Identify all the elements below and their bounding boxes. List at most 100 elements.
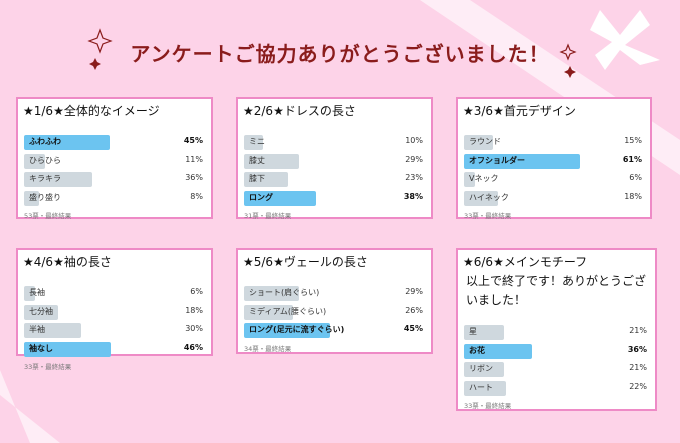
poll-footer: 53票・最終結果: [24, 212, 72, 220]
poll-option: ロング(足元に流すぐらい) 45%: [244, 323, 425, 338]
poll-option: 長袖 6%: [24, 286, 205, 301]
bar: [244, 135, 263, 150]
bar: [464, 153, 580, 169]
poll-footer: 31票・最終結果: [244, 212, 292, 220]
poll-option: Vネック 6%: [464, 172, 644, 187]
option-label: 盛り盛り: [29, 192, 61, 202]
bar: [464, 362, 504, 377]
option-label: ハイネック: [469, 192, 509, 202]
poll-card: ★6/6★メインモチーフ 以上で終了です！ありがとうございました！ 星 21% お花 36…: [456, 248, 657, 411]
bar: [244, 323, 330, 338]
value-label: 15%: [624, 136, 642, 145]
value-label: 10%: [405, 136, 423, 145]
value-label: 18%: [185, 305, 203, 315]
option-label: リボン: [469, 364, 493, 373]
poll-title: ★4/6★袖の長さ: [23, 255, 112, 269]
poll-option: ハイネック 18%: [464, 190, 644, 206]
bar: [24, 304, 59, 320]
value-label: 6%: [629, 173, 642, 182]
bar: [24, 172, 93, 187]
poll-title: ★1/6★全体的なイメージ: [23, 104, 160, 118]
value-label: 30%: [185, 324, 203, 333]
poll-footer: 33票・最終結果: [464, 212, 512, 220]
value-label: 45%: [183, 136, 203, 145]
poll-option: ミディアム(腰ぐらい) 26%: [244, 304, 425, 320]
poll-card: ★5/6★ヴェールの長さショート(肩ぐらい) 29% ミディアム(腰ぐらい) 26% ロ…: [236, 248, 433, 354]
poll-option: ひらひら 11%: [24, 153, 205, 169]
bar: [464, 325, 504, 340]
bar: [244, 286, 300, 301]
value-label: 61%: [622, 154, 642, 164]
bar: [464, 190, 499, 206]
poll-option: 袖なし 46%: [24, 341, 205, 357]
value-label: 21%: [629, 363, 647, 372]
poll-option: 膝丈 29%: [244, 153, 425, 169]
poll-option: オフショルダー 61%: [464, 153, 644, 169]
option-label: ひらひら: [29, 155, 61, 165]
option-label: ミディアム(腰ぐらい): [249, 306, 327, 316]
poll-option: 膝下 23%: [244, 172, 425, 187]
poll-title: ★3/6★首元デザイン: [463, 104, 576, 118]
poll-card: ★1/6★全体的なイメージふわふわ 45% ひらひら 11% キラキラ 36% 盛り盛り 8%…: [16, 97, 213, 220]
poll-card: ★4/6★袖の長さ長袖 6% 七分袖 18% 半袖 30% 袖なし 46% 33票・最終結果: [16, 248, 213, 371]
poll-footer: 34票・最終結果: [244, 344, 292, 353]
bar: [24, 323, 81, 338]
bar: [24, 286, 36, 301]
bar: [244, 304, 294, 320]
poll-option: キラキラ 36%: [24, 172, 205, 187]
poll-footer: 33票・最終結果: [464, 402, 512, 410]
bar: [244, 172, 288, 187]
value-label: 36%: [185, 173, 203, 182]
poll-option: ハート 22%: [464, 380, 649, 396]
option-label: ショート(肩ぐらい): [249, 288, 320, 297]
option-label: ハート: [469, 382, 493, 392]
option-label: 袖なし: [29, 343, 53, 353]
value-label: 21%: [629, 326, 647, 335]
value-label: 45%: [403, 324, 423, 333]
bar: [464, 135, 493, 150]
option-label: キラキラ: [29, 174, 61, 183]
poll-option: 半袖 30%: [24, 323, 205, 338]
value-label: 46%: [183, 342, 203, 352]
bar: [24, 153, 45, 169]
poll-card: ★3/6★首元デザインラウンド 15% オフショルダー 61% Vネック 6% ハイネック 1…: [456, 97, 652, 220]
value-label: 6%: [190, 287, 203, 296]
option-label: 膝丈: [249, 155, 265, 165]
bar: [244, 190, 317, 206]
poll-option: 星 21%: [464, 325, 649, 340]
option-label: ふわふわ: [29, 137, 61, 146]
bar: [464, 343, 533, 359]
option-label: 星: [469, 327, 477, 336]
option-label: ミニ: [249, 137, 265, 146]
poll-option: お花 36%: [464, 343, 649, 359]
option-label: 長袖: [29, 288, 45, 297]
poll-option: ミニ 10%: [244, 135, 425, 150]
poll-option: 七分袖 18%: [24, 304, 205, 320]
poll-title: ★6/6★メインモチーフ: [463, 255, 588, 269]
option-label: 膝下: [249, 174, 265, 183]
value-label: 8%: [190, 191, 203, 201]
bar: [464, 172, 476, 187]
bar: [24, 190, 40, 206]
value-label: 18%: [624, 191, 642, 201]
bar: [244, 153, 300, 169]
value-label: 11%: [185, 154, 203, 164]
poll-card: ★2/6★ドレスの長さミニ 10% 膝丈 29% 膝下 23% ロング 38% 31票・最終結果: [236, 97, 433, 220]
poll-title: ★2/6★ドレスの長さ: [243, 104, 356, 118]
poll-option: 盛り盛り 8%: [24, 190, 205, 206]
option-label: ラウンド: [469, 137, 501, 146]
poll-footer: 33票・最終結果: [24, 363, 72, 371]
poll-title: ★5/6★ヴェールの長さ: [243, 255, 368, 269]
value-label: 22%: [629, 381, 647, 391]
bar: [464, 380, 506, 396]
option-label: Vネック: [469, 174, 499, 183]
option-label: ロング(足元に流すぐらい): [249, 325, 345, 334]
poll-option: ショート(肩ぐらい) 29%: [244, 286, 425, 301]
poll-option: ロング 38%: [244, 190, 425, 206]
value-label: 29%: [405, 154, 423, 164]
poll-option: ふわふわ 45%: [24, 135, 205, 150]
value-label: 29%: [405, 287, 423, 296]
value-label: 38%: [403, 191, 423, 201]
option-label: オフショルダー: [469, 155, 525, 165]
